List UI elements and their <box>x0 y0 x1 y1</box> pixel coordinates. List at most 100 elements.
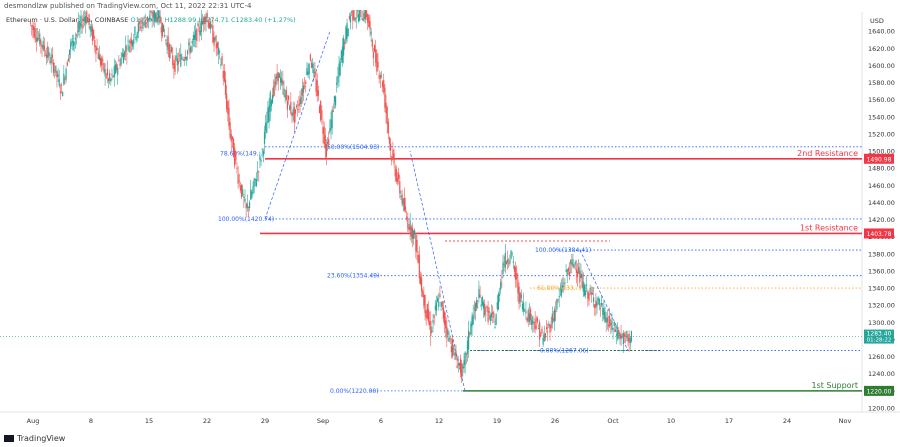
candle-body <box>252 186 254 194</box>
candle-body <box>73 41 75 46</box>
candle-body <box>360 10 362 11</box>
candle-body <box>222 70 224 79</box>
candle-body <box>424 294 426 314</box>
candle-body <box>41 45 43 48</box>
level-label: 1st Resistance <box>800 223 858 232</box>
candle-body <box>200 18 203 33</box>
candle-body <box>299 98 301 105</box>
candle-body <box>141 22 143 24</box>
candle-body <box>535 325 537 329</box>
candle-body <box>76 31 79 32</box>
candle-body <box>455 350 457 360</box>
candle-body <box>184 56 186 60</box>
fib-label: 0.00%(1220.00) <box>330 388 379 395</box>
candle-body <box>617 330 619 339</box>
candle-body <box>625 336 627 338</box>
candle-body <box>294 109 297 114</box>
candle-body <box>372 52 375 58</box>
candle-body <box>183 59 185 62</box>
candle-body <box>446 326 448 338</box>
candle-body <box>234 147 236 166</box>
candle-body <box>369 21 371 30</box>
candle-body <box>88 14 90 25</box>
candle-body <box>447 330 449 336</box>
candle-body <box>323 126 325 145</box>
candle-body <box>508 262 510 264</box>
candle-body <box>97 52 99 59</box>
candle-body <box>165 39 167 41</box>
candle-body <box>503 264 505 265</box>
candle-body <box>435 302 438 311</box>
y-tick-label: 1480.00 <box>868 165 895 173</box>
candle-body <box>478 289 480 299</box>
candle-body <box>302 85 305 93</box>
candle-body <box>135 37 137 41</box>
candle-body <box>409 220 411 231</box>
candle-body <box>363 12 365 20</box>
candle-body <box>231 136 233 140</box>
candle-body <box>250 190 252 200</box>
candle-body <box>346 23 348 39</box>
candle-body <box>528 313 530 323</box>
candle-body <box>172 55 174 65</box>
fib-label: 100.00%(1420.74) <box>218 216 274 223</box>
candle-body <box>344 41 346 45</box>
candle-body <box>104 69 106 76</box>
y-tick-label: 1640.00 <box>868 28 895 36</box>
candle-body <box>386 107 388 124</box>
candle-body <box>278 73 280 78</box>
candle-body <box>285 89 287 101</box>
candle-body <box>279 77 282 83</box>
candle-body <box>310 62 313 68</box>
candle-body <box>106 68 108 76</box>
candle-body <box>422 291 424 298</box>
candle-body <box>449 338 451 340</box>
candle-body <box>385 102 387 114</box>
candle-body <box>320 101 322 121</box>
candle-body <box>588 292 590 301</box>
candle-body <box>129 40 131 43</box>
candle-body <box>464 352 466 365</box>
candle-body <box>142 22 144 29</box>
ohlc-close: C1283.40 <box>231 16 263 24</box>
candle-body <box>221 56 223 65</box>
candle-body <box>93 29 95 39</box>
candle-body <box>55 65 57 73</box>
candle-body <box>470 323 472 335</box>
candle-body <box>292 109 294 116</box>
candle-body <box>450 346 452 353</box>
candle-body <box>206 13 208 18</box>
candle-body <box>345 27 347 42</box>
candle-body <box>271 94 274 104</box>
candle-body <box>103 63 105 72</box>
x-tick-label: 29 <box>261 417 269 425</box>
candle-body <box>145 22 147 24</box>
candle-body <box>112 75 114 77</box>
candle-body <box>547 331 549 333</box>
candle-body <box>630 331 633 342</box>
candle-body <box>215 43 217 49</box>
candle-body <box>87 20 89 23</box>
candle-body <box>571 262 573 265</box>
candle-body <box>531 319 533 326</box>
candle-body <box>331 109 333 129</box>
candle-body <box>509 259 511 264</box>
candle-body <box>407 218 409 229</box>
candle-body <box>47 46 49 58</box>
candle-body <box>416 239 418 253</box>
candle-body <box>161 22 164 37</box>
candle-body <box>71 41 73 43</box>
candle-body <box>68 49 71 55</box>
candle-body <box>355 17 357 19</box>
candle-body <box>451 339 454 357</box>
candle-body <box>574 261 576 265</box>
candle-body <box>180 53 182 67</box>
candle-body <box>580 273 582 279</box>
candle-body <box>117 67 119 75</box>
candle-body <box>119 63 121 66</box>
candle-body <box>532 316 534 324</box>
candle-body <box>601 303 603 306</box>
candle-body <box>235 151 237 161</box>
candle-body <box>105 76 107 78</box>
